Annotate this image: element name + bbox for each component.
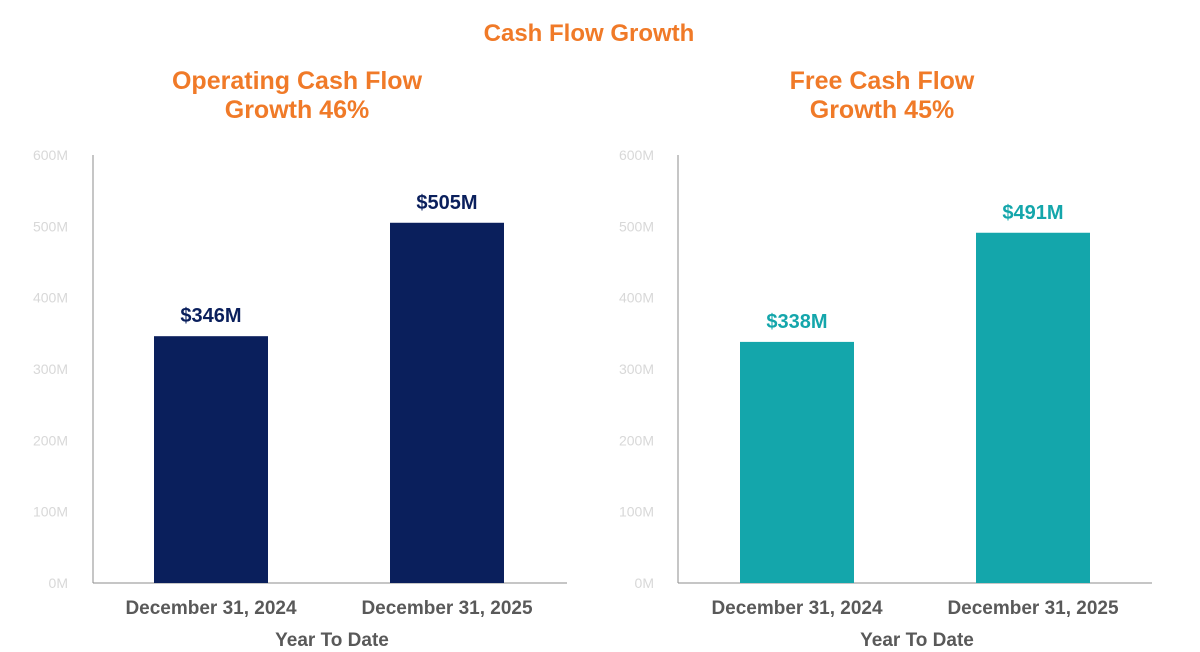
chart-title-line-1: Free Cash Flow: [790, 67, 975, 95]
y-tick-label: 300M: [33, 361, 68, 377]
y-tick-label: 500M: [33, 218, 68, 234]
y-tick-label: 100M: [33, 504, 68, 520]
chart-title-line-1: Operating Cash Flow: [172, 67, 423, 95]
y-tick-label: 600M: [619, 147, 654, 163]
chart-title-line-2: Growth 46%: [225, 96, 369, 124]
data-label-2: $491M: [1002, 202, 1063, 224]
bar-1: [154, 336, 268, 583]
y-tick-label: 0M: [49, 575, 68, 591]
x-axis-title: Year To Date: [860, 630, 974, 651]
y-tick-label: 200M: [619, 432, 654, 448]
data-label-1: $338M: [766, 311, 827, 333]
y-tick-label: 400M: [33, 290, 68, 306]
figure-title: Cash Flow Growth: [484, 20, 695, 47]
y-tick-label: 200M: [33, 432, 68, 448]
data-label-1: $346M: [180, 305, 241, 327]
bar-1: [740, 341, 854, 583]
x-tick-label-1: December 31, 2024: [125, 598, 297, 619]
y-tick-label: 500M: [619, 218, 654, 234]
y-tick-label: 100M: [619, 504, 654, 520]
x-axis-title: Year To Date: [275, 630, 389, 651]
x-tick-label-2: December 31, 2025: [361, 598, 533, 619]
x-tick-label-2: December 31, 2025: [947, 598, 1119, 619]
bar-2: [976, 232, 1090, 583]
bar-2: [390, 222, 504, 583]
chart-title-line-2: Growth 45%: [810, 96, 954, 124]
y-tick-label: 300M: [619, 361, 654, 377]
y-tick-label: 400M: [619, 290, 654, 306]
x-tick-label-1: December 31, 2024: [711, 598, 883, 619]
y-tick-label: 0M: [635, 575, 654, 591]
data-label-2: $505M: [416, 192, 477, 214]
y-tick-label: 600M: [33, 147, 68, 163]
